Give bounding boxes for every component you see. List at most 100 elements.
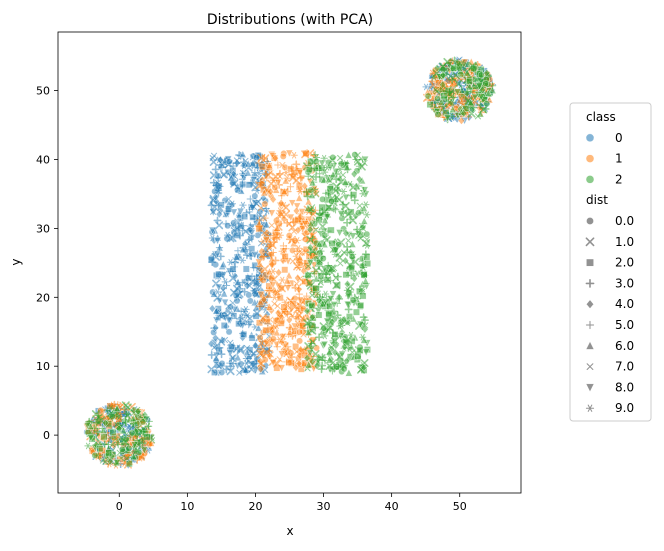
data-point: [262, 220, 271, 229]
data-point: [325, 347, 334, 356]
data-point: [279, 161, 286, 169]
data-point: [261, 229, 268, 236]
data-point: [218, 163, 226, 172]
data-point: [484, 89, 493, 97]
data-point: [93, 427, 102, 436]
data-point: [299, 314, 308, 322]
data-point: [337, 154, 344, 161]
data-point: [304, 360, 313, 369]
data-point: [315, 311, 323, 319]
data-point: [250, 203, 257, 211]
data-point: [285, 149, 294, 158]
data-point: [453, 114, 461, 124]
data-point: [248, 245, 256, 253]
data-point: [215, 221, 224, 230]
data-point: [86, 422, 95, 430]
data-point: [349, 296, 357, 304]
data-point: [434, 95, 441, 102]
data-point: [212, 181, 221, 190]
data-point: [234, 277, 242, 286]
data-point: [358, 286, 366, 293]
data-point: [343, 301, 352, 309]
data-point: [344, 150, 353, 159]
data-point: [292, 363, 300, 372]
data-point: [139, 427, 148, 436]
data-point: [342, 229, 350, 238]
data-point: [119, 426, 128, 435]
data-point: [251, 168, 259, 177]
data-point: [115, 424, 123, 433]
legend-marker: [586, 299, 594, 309]
data-point: [98, 424, 106, 433]
data-point: [289, 246, 297, 254]
data-point: [457, 71, 465, 78]
data-point: [335, 241, 343, 249]
data-point: [356, 175, 363, 184]
data-point: [348, 253, 356, 260]
data-point: [273, 359, 282, 368]
data-point: [458, 59, 467, 67]
data-point: [123, 455, 130, 462]
data-point: [253, 309, 262, 318]
data-point: [288, 199, 297, 208]
data-point: [357, 162, 366, 171]
data-point: [318, 299, 327, 308]
data-point: [293, 280, 300, 287]
legend-label: 1: [615, 152, 623, 166]
data-point: [467, 99, 474, 106]
data-point: [274, 308, 282, 318]
data-point: [315, 296, 323, 305]
data-point: [275, 169, 284, 178]
data-point: [359, 313, 368, 322]
x-axis-label: x: [286, 524, 293, 538]
data-point: [316, 258, 323, 266]
data-point: [302, 187, 311, 196]
data-point: [312, 285, 320, 292]
data-point: [336, 332, 345, 341]
data-point: [363, 211, 371, 219]
data-point: [246, 282, 253, 290]
data-point: [238, 150, 247, 158]
data-point: [320, 341, 329, 349]
data-point: [215, 210, 223, 219]
data-point: [463, 68, 472, 77]
data-point: [362, 322, 369, 329]
data-point: [281, 176, 290, 185]
data-point: [236, 344, 245, 353]
data-point: [277, 284, 286, 293]
data-point: [84, 442, 92, 450]
data-point: [341, 201, 350, 210]
data-point: [92, 441, 100, 449]
data-point: [329, 204, 338, 213]
data-point: [315, 239, 324, 248]
data-point: [315, 216, 323, 224]
data-point: [237, 360, 245, 368]
data-point: [286, 182, 295, 191]
data-point: [139, 435, 147, 443]
data-point: [460, 109, 468, 118]
data-point: [295, 311, 304, 320]
data-point: [356, 202, 363, 209]
data-point: [260, 351, 268, 359]
data-point: [269, 281, 277, 289]
data-points: [83, 56, 497, 470]
data-point: [336, 322, 344, 330]
data-point: [305, 279, 314, 287]
data-point: [318, 207, 327, 215]
data-point: [488, 86, 497, 94]
x-tick-label: 0: [116, 500, 123, 513]
data-point: [453, 88, 462, 97]
data-point: [314, 355, 323, 364]
y-axis-label: y: [9, 258, 23, 265]
data-point: [281, 266, 289, 274]
data-point: [277, 210, 286, 219]
data-point: [302, 235, 310, 243]
data-point: [344, 209, 353, 218]
data-point: [353, 308, 360, 316]
data-point: [483, 68, 491, 78]
data-point: [210, 208, 217, 215]
data-point: [292, 303, 299, 310]
data-point: [357, 301, 365, 309]
data-point: [255, 159, 263, 167]
